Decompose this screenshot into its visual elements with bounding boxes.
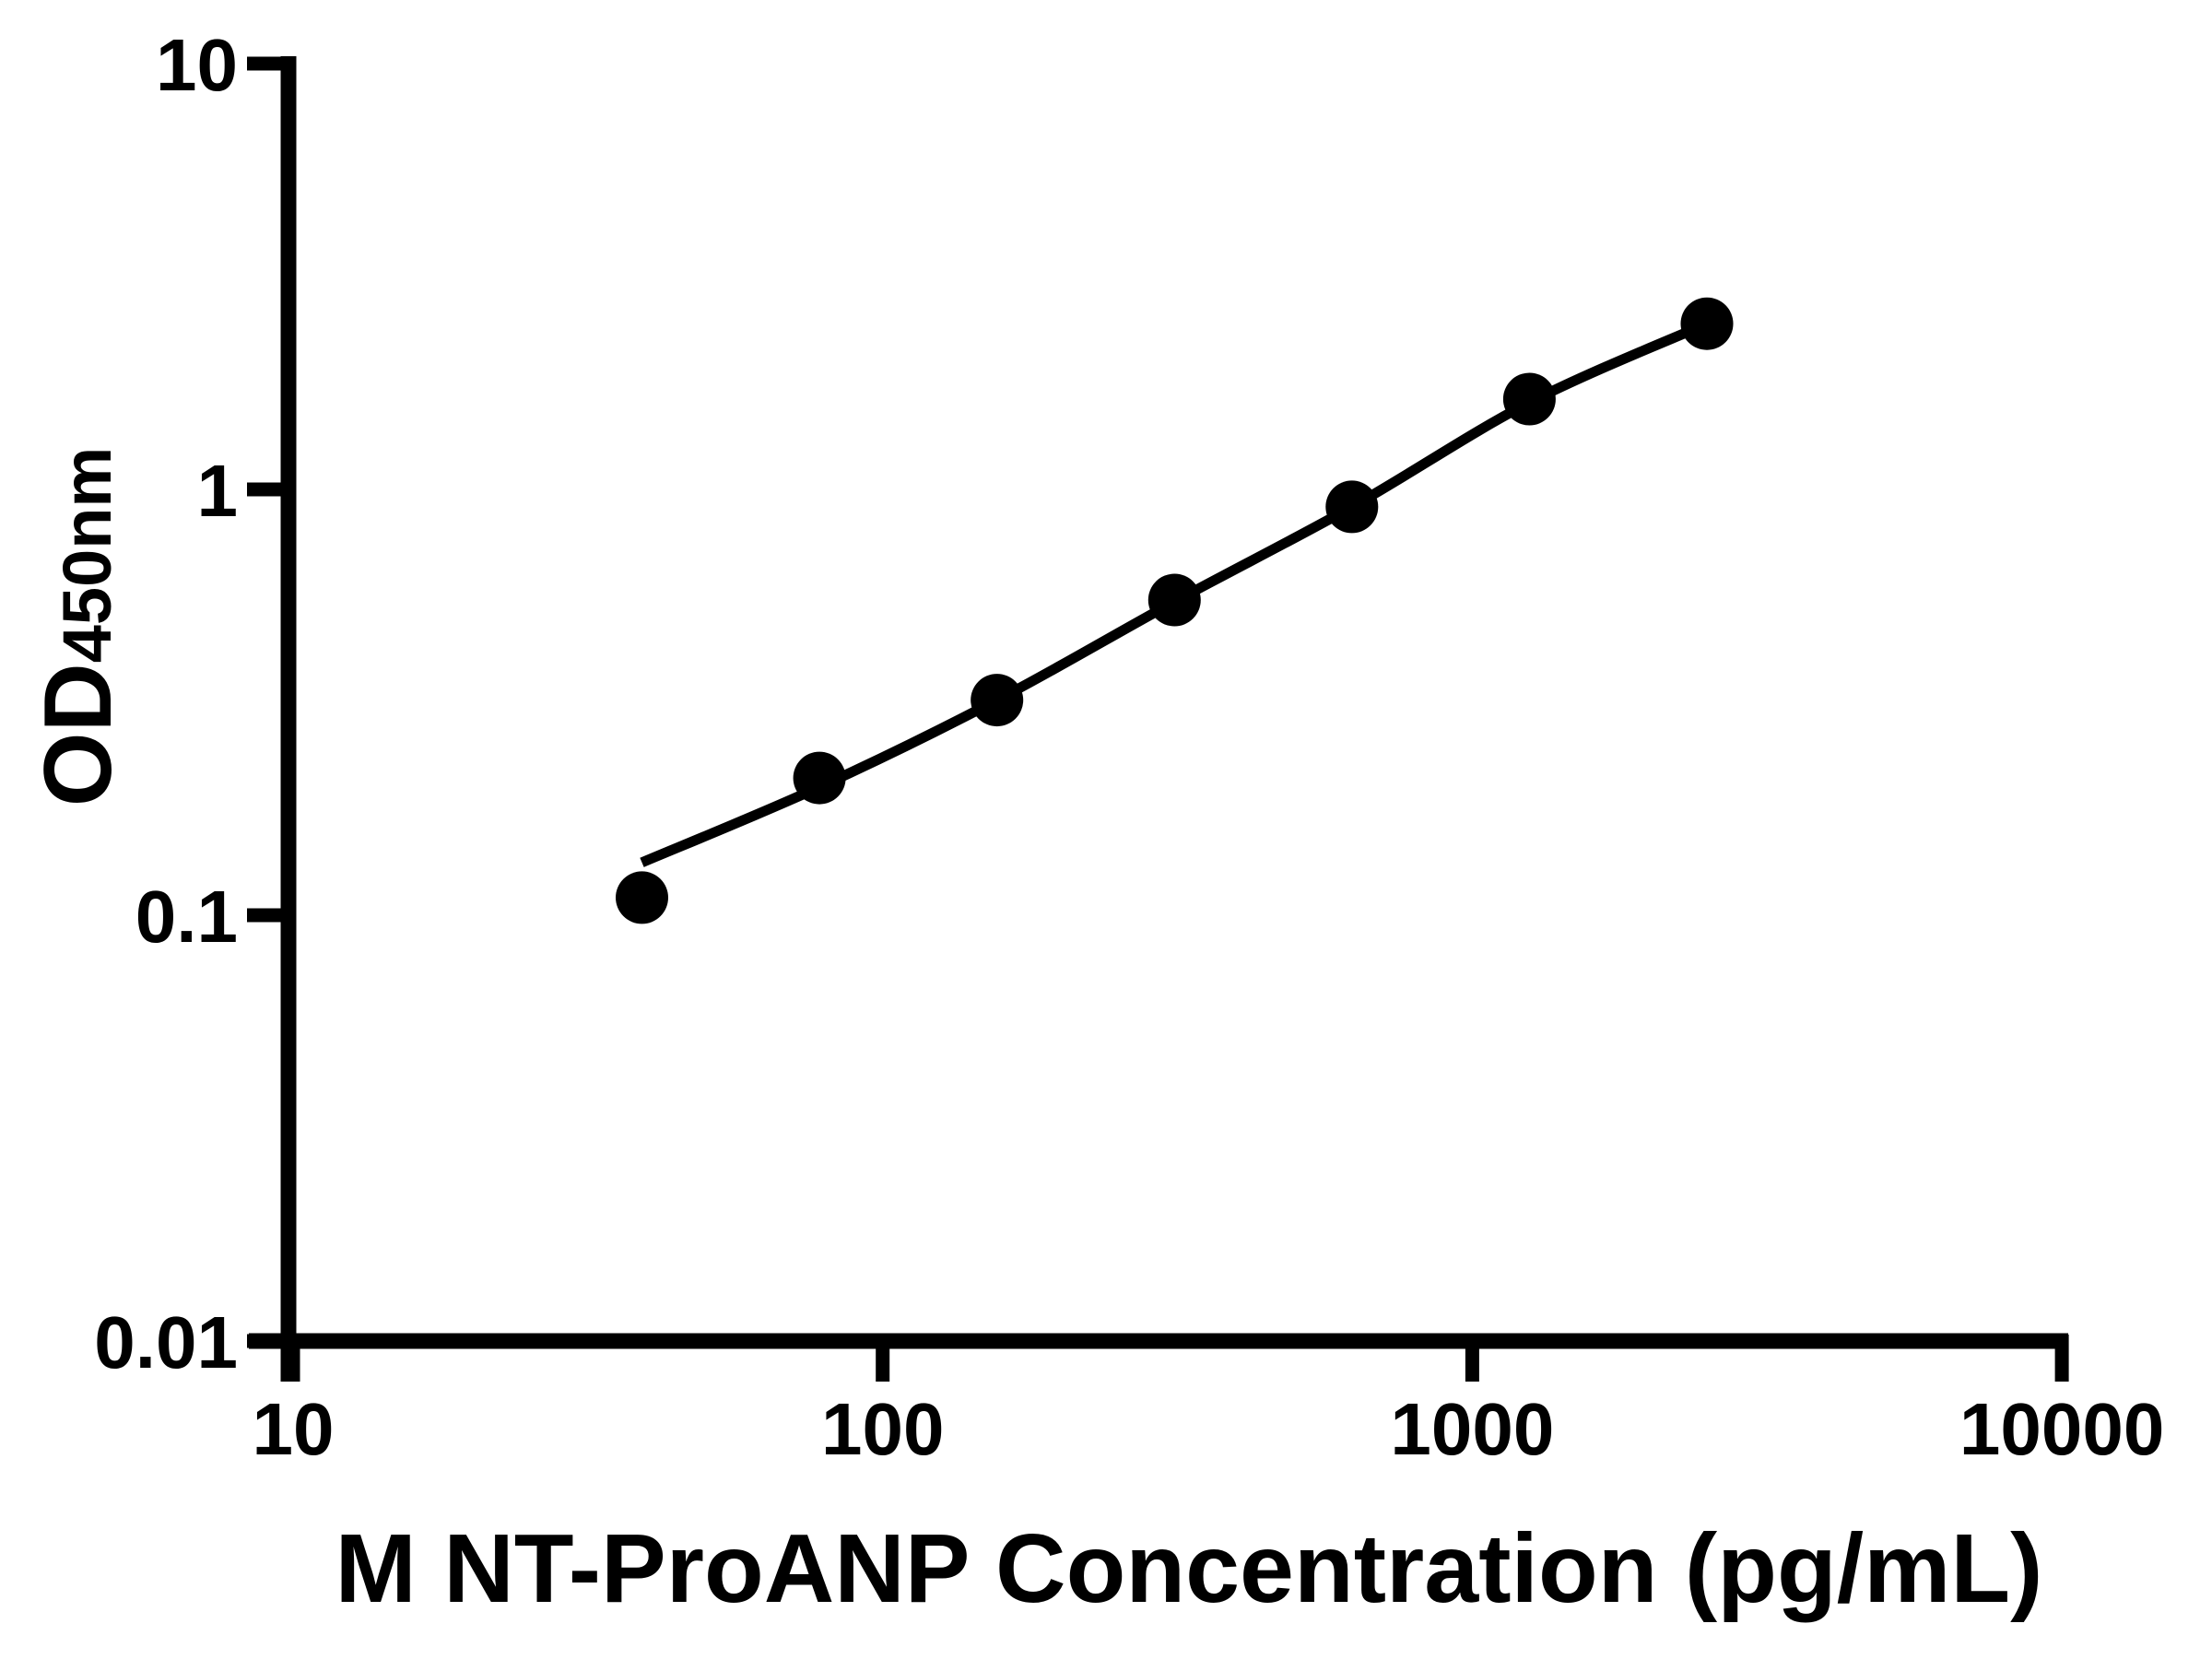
y-axis-title: OD450nm: [25, 447, 132, 806]
x-tick-label: 1000: [1390, 1388, 1554, 1470]
data-point-marker: [793, 751, 846, 805]
data-point-marker: [1325, 480, 1379, 534]
x-tick-label: 100: [821, 1388, 944, 1470]
x-axis-ticks: [286, 1335, 2069, 1382]
axes: [249, 56, 2068, 1382]
data-point-marker: [971, 674, 1024, 727]
y-tick-label: 10: [156, 24, 238, 106]
y-tick-label: 0.1: [135, 876, 238, 958]
x-axis-title: M NT-ProANP Concentration (pg/mL): [335, 1514, 2043, 1623]
y-axis-tick-labels: 10 1 0.1 0.01: [94, 24, 238, 1383]
y-axis-title-main: OD: [25, 663, 132, 806]
y-axis-title-subscript: 450nm: [49, 447, 125, 663]
data-point-marker: [1147, 573, 1201, 627]
data-point-marker: [1502, 372, 1556, 426]
y-tick-label: 1: [197, 450, 239, 532]
x-tick-label: 10: [253, 1388, 335, 1470]
x-tick-label: 10000: [1959, 1388, 2164, 1470]
data-points: [616, 297, 1734, 924]
x-axis-tick-labels: 10 100 1000 10000: [253, 1388, 2165, 1470]
data-point-marker: [616, 871, 668, 924]
y-tick-label: 0.01: [94, 1301, 238, 1383]
data-point-marker: [1680, 297, 1734, 350]
